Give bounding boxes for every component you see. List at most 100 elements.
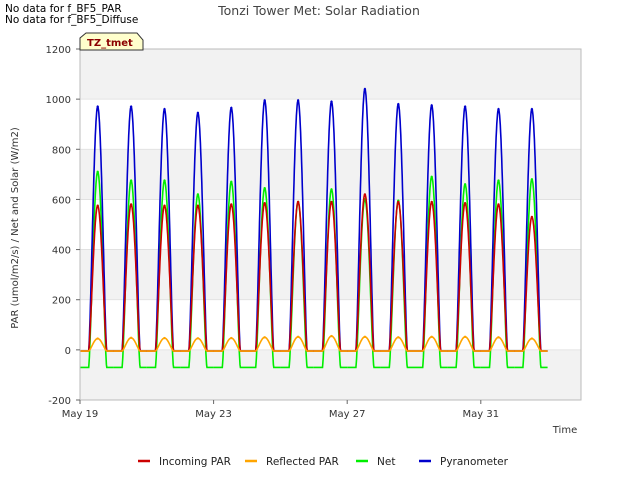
daily-peak-point <box>330 334 333 338</box>
series-day-curve <box>347 87 381 352</box>
plot-band <box>80 349 581 400</box>
series-day-curve <box>113 179 147 369</box>
y-tick-label: 1200 <box>46 45 71 56</box>
no-data-note-diffuse: No data for f_BF5_Diffuse <box>5 14 139 26</box>
daily-peak-point <box>497 107 500 111</box>
series-day-curve <box>213 180 247 369</box>
daily-peak-point <box>530 337 534 340</box>
daily-peak-point <box>163 179 166 182</box>
series-day-curve <box>80 337 114 352</box>
daily-peak-point <box>96 105 99 108</box>
x-tick-label: May 27 <box>329 409 366 420</box>
daily-peak-point <box>163 107 166 111</box>
legend-label: Incoming PAR <box>159 456 231 468</box>
series-day-curve <box>247 187 281 369</box>
series-day-curve <box>447 105 481 352</box>
daily-peak-point <box>430 175 433 179</box>
legend-label: Net <box>377 456 395 468</box>
series-day-curve <box>280 98 314 352</box>
daily-peak-point <box>163 204 166 207</box>
daily-peak-point <box>129 336 133 340</box>
series-day-curve <box>80 105 114 352</box>
plot-band <box>80 249 581 300</box>
series-day-curve <box>113 105 147 352</box>
daily-peak-point <box>530 178 534 181</box>
series-reflected-par <box>80 334 548 352</box>
daily-peak-point <box>96 337 99 340</box>
series-day-curve <box>280 335 314 352</box>
daily-peak-point <box>497 179 500 182</box>
daily-peak-point <box>330 100 333 103</box>
daily-peak-point <box>296 200 300 204</box>
daily-peak-point <box>230 106 233 110</box>
daily-peak-point <box>196 337 200 340</box>
daily-peak-point <box>196 111 200 115</box>
y-tick-label: -200 <box>48 396 71 407</box>
daily-peak-point <box>263 201 266 205</box>
series-day-curve <box>313 335 348 352</box>
daily-peak-point <box>363 335 367 339</box>
series-day-curve <box>447 335 481 352</box>
daily-peak-point <box>263 99 266 102</box>
series-day-curve <box>313 100 348 352</box>
series-day-curve <box>247 98 281 352</box>
y-axis-label: PAR (umol/m2/s) / Net and Solar (W/m2) <box>10 127 21 329</box>
legend-item: Net <box>356 456 395 468</box>
daily-peak-point <box>129 203 133 206</box>
daily-peak-point <box>397 200 400 204</box>
legend-item: Incoming PAR <box>138 456 231 468</box>
x-tick-label: May 19 <box>62 409 99 420</box>
series-day-curve <box>514 107 548 352</box>
x-axis-label: Time <box>552 425 577 436</box>
series-day-curve <box>414 175 448 369</box>
series-net <box>80 170 548 369</box>
daily-peak-point <box>230 180 233 184</box>
series-day-curve <box>347 335 381 352</box>
daily-peak-point <box>430 104 433 107</box>
daily-peak-point <box>363 87 367 91</box>
series-day-curve <box>414 335 448 352</box>
series-day-curve <box>180 337 214 352</box>
y-tick-label: 1000 <box>46 95 71 106</box>
series-day-curve <box>146 107 181 352</box>
daily-peak-point <box>296 335 300 339</box>
legend-label: Pyranometer <box>440 456 509 468</box>
daily-peak-point <box>530 215 534 219</box>
legend: Incoming PAR Reflected PAR Net Pyranometer <box>138 456 509 468</box>
y-tick-label: 400 <box>52 246 71 257</box>
series-day-curve <box>146 337 181 352</box>
daily-peak-point <box>163 336 166 340</box>
daily-peak-point <box>397 336 400 339</box>
legend-item: Reflected PAR <box>245 456 339 468</box>
y-tick-label: 800 <box>52 145 71 156</box>
series-day-curve <box>80 170 114 369</box>
series-day-curve <box>247 336 281 352</box>
daily-peak-point <box>230 336 233 340</box>
daily-peak-point <box>397 102 400 106</box>
x-tick-label: May 23 <box>195 409 232 420</box>
y-tick-label: 200 <box>52 296 71 307</box>
series-day-curve <box>113 336 147 352</box>
series-day-curve <box>480 107 515 352</box>
daily-peak-point <box>196 204 200 207</box>
daily-peak-point <box>430 200 433 204</box>
plot-band <box>80 49 581 100</box>
series-day-curve <box>313 188 348 369</box>
daily-peak-point <box>96 204 99 207</box>
series-day-curve <box>213 337 247 352</box>
series-day-curve <box>514 178 548 369</box>
x-tick-label: May 31 <box>463 409 500 420</box>
daily-peak-point <box>430 335 433 339</box>
daily-peak-point <box>530 107 534 111</box>
chart-title: Tonzi Tower Met: Solar Radiation <box>217 3 420 18</box>
series-day-curve <box>213 106 247 352</box>
daily-peak-point <box>129 105 133 108</box>
legend-item: Pyranometer <box>419 456 509 468</box>
series-day-curve <box>480 336 515 352</box>
daily-peak-point <box>463 105 467 108</box>
series-day-curve <box>380 336 414 352</box>
series-day-curve <box>514 337 548 352</box>
daily-peak-point <box>196 193 200 196</box>
daily-peak-point <box>463 183 467 186</box>
